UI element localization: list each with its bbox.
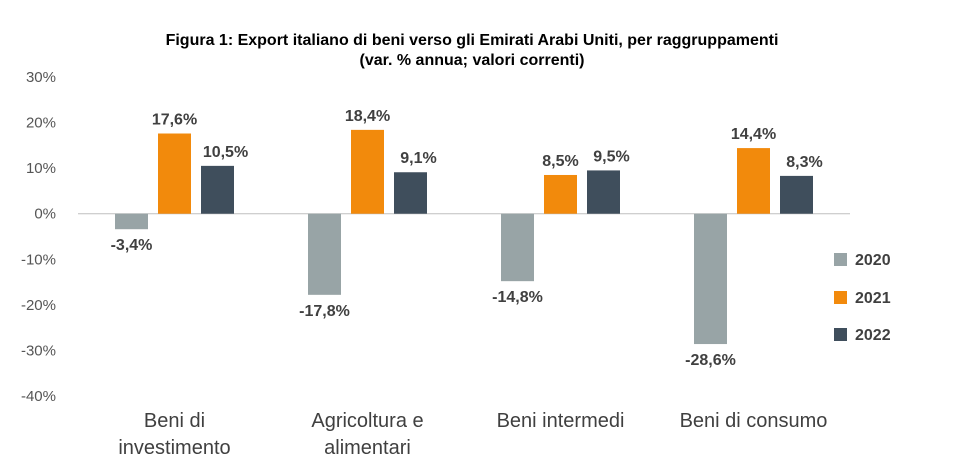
category-labels-group: Beni di investimento Agricoltura e alimenta… [118, 410, 827, 459]
bar-2021-1 [351, 129, 384, 214]
y-tick-label: 0% [34, 206, 56, 223]
legend-label-2022: 2022 [855, 327, 891, 344]
chart-subtitle: (var. % annua; valori correnti) [360, 52, 585, 69]
data-label-2020-3: -28,6% [685, 352, 736, 369]
bar-2020-0 [115, 213, 148, 230]
legend-label-2020: 2020 [855, 252, 891, 269]
bar-2022-1 [394, 172, 427, 214]
data-label-2021-1: 18,4% [345, 108, 390, 125]
data-label-2021-0: 17,6% [152, 112, 197, 129]
y-tick-label: -10% [21, 251, 56, 268]
bar-2020-1 [308, 213, 341, 295]
bar-2020-3 [694, 213, 727, 345]
category-label-2: Beni intermedi [497, 410, 625, 432]
bar-2022-2 [587, 170, 620, 214]
bar-2022-0 [201, 165, 234, 214]
category-label-0: Beni di [144, 410, 205, 432]
legend-swatch-2022 [834, 328, 847, 341]
data-label-2022-0: 10,5% [203, 144, 248, 161]
bar-2021-3 [737, 148, 770, 214]
data-label-2021-3: 14,4% [731, 126, 776, 143]
legend: 2020 2021 2022 [834, 252, 891, 344]
y-tick-label: 10% [26, 160, 56, 177]
bar-2021-0 [158, 133, 191, 214]
data-label-2022-2: 9,5% [593, 148, 629, 165]
chart-title: Figura 1: Export italiano di beni verso … [166, 32, 779, 49]
category-label-0: investimento [118, 437, 230, 459]
bars-group [115, 129, 813, 345]
data-label-2022-1: 9,1% [400, 150, 436, 167]
legend-label-2021: 2021 [855, 290, 891, 307]
legend-swatch-2021 [834, 291, 847, 304]
category-label-1: Agricoltura e [311, 410, 423, 432]
data-label-2021-2: 8,5% [542, 153, 578, 170]
data-label-2022-3: 8,3% [786, 154, 822, 171]
category-label-3: Beni di consumo [680, 410, 828, 432]
data-labels-group: -3,4% 17,6% 10,5% -17,8% 18,4% 9,1% -14,8% 8,5%… [111, 108, 823, 369]
data-label-2020-0: -3,4% [111, 237, 153, 254]
y-axis: 30% 20% 10% 0% -10% -20% -30% -40% [21, 69, 56, 405]
bar-2021-2 [544, 174, 577, 214]
data-label-2020-2: -14,8% [492, 289, 543, 306]
y-tick-label: 30% [26, 69, 56, 86]
data-label-2020-1: -17,8% [299, 303, 350, 320]
y-tick-label: 20% [26, 115, 56, 132]
category-label-1: alimentari [324, 437, 411, 459]
bar-2022-3 [780, 175, 813, 214]
y-tick-label: -40% [21, 388, 56, 405]
y-tick-label: -20% [21, 297, 56, 314]
y-tick-label: -30% [21, 342, 56, 359]
legend-swatch-2020 [834, 253, 847, 266]
bar-2020-2 [501, 213, 534, 282]
